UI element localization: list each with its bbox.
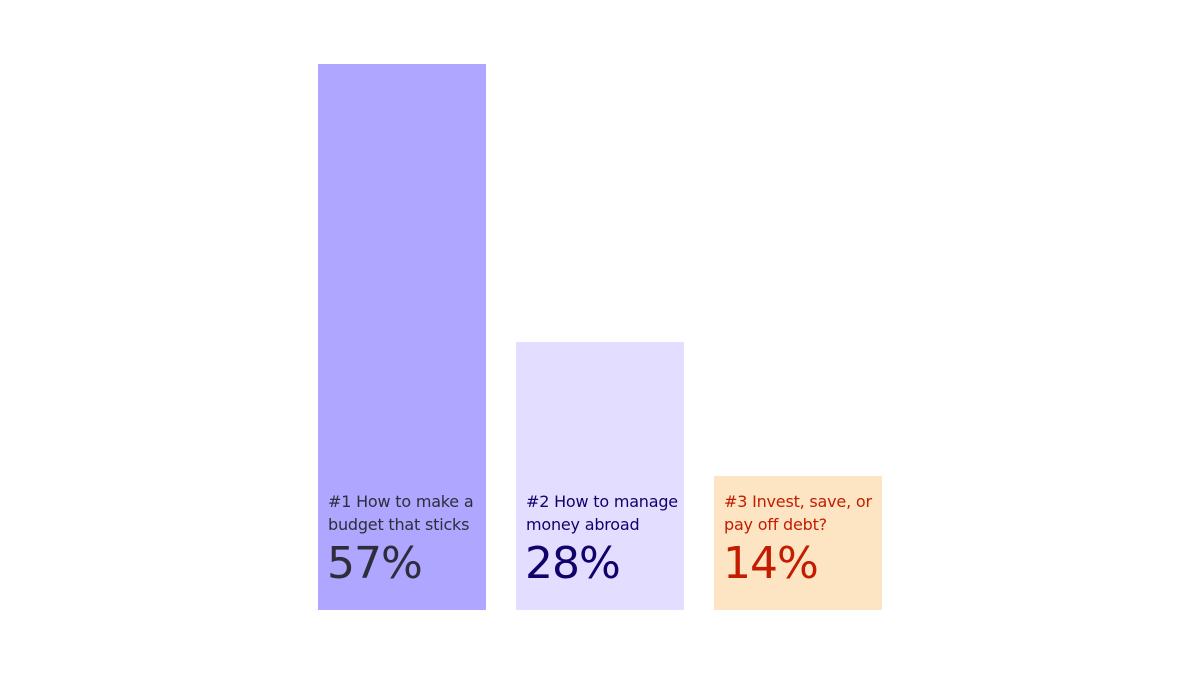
bar-label-group: #3 Invest, save, or pay off debt? 14% (714, 474, 882, 610)
bar: #1 How to make a budget that sticks 57% (318, 63, 486, 610)
value-label: 14% (723, 537, 819, 589)
value-label: 57% (327, 537, 423, 589)
category-label: #2 How to manage money abroad (526, 491, 678, 534)
bar: #3 Invest, save, or pay off debt? 14% (714, 474, 882, 610)
bar-label-group: #2 How to manage money abroad 28% (516, 474, 684, 610)
bar-label-group: #1 How to make a budget that sticks 57% (318, 474, 486, 610)
bar: #2 How to manage money abroad 28% (516, 341, 684, 610)
category-label: #1 How to make a budget that sticks (328, 491, 474, 534)
value-label: 28% (525, 537, 621, 589)
category-label: #3 Invest, save, or pay off debt? (724, 491, 872, 534)
